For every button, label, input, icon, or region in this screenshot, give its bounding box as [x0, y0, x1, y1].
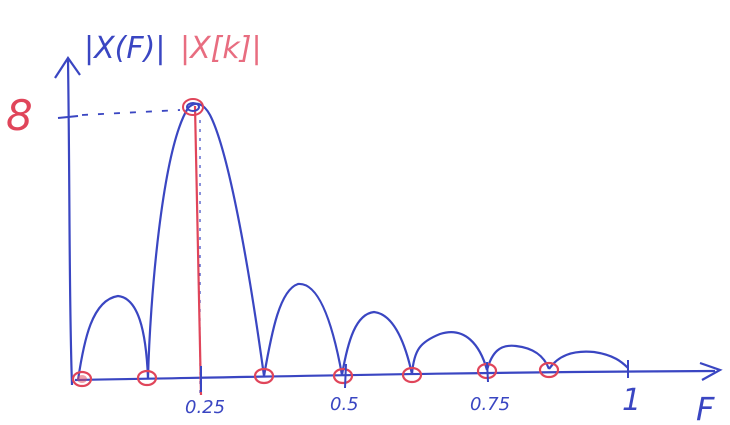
- peak-guide-tick: [58, 116, 78, 118]
- peak-dashed-line: [82, 110, 180, 115]
- x-axis-label: F: [696, 390, 715, 425]
- y-peak-label: 8: [6, 91, 33, 140]
- curve-lobe-3: [264, 284, 342, 376]
- x-tick-label-1: 1: [622, 383, 641, 418]
- curve-lobe-6: [487, 346, 549, 370]
- y-axis-label-continuous: |X(F)|: [84, 31, 165, 66]
- continuous-spectrum-curve: [78, 104, 628, 380]
- x-tick-0.5: [345, 364, 346, 388]
- curve-lobe-7: [549, 352, 628, 369]
- dft-sample-k7: [540, 363, 558, 377]
- x-tick-label-0.25: 0.25: [185, 397, 225, 418]
- x-tick-label-0.5: 0.5: [330, 394, 359, 415]
- curve-lobe-4: [342, 312, 412, 375]
- curve-lobe-1: [78, 296, 148, 380]
- curve-main-lobe: [148, 104, 264, 378]
- curve-lobe-5: [412, 332, 487, 374]
- x-axis-line: [75, 371, 715, 380]
- y-axis-label-discrete: |X[k]|: [180, 31, 262, 66]
- y-axis-line: [68, 60, 72, 385]
- x-tick-label-0.75: 0.75: [470, 394, 510, 415]
- x-tick-0.75: [487, 362, 488, 382]
- dft-sample-k0-fill: [77, 375, 87, 383]
